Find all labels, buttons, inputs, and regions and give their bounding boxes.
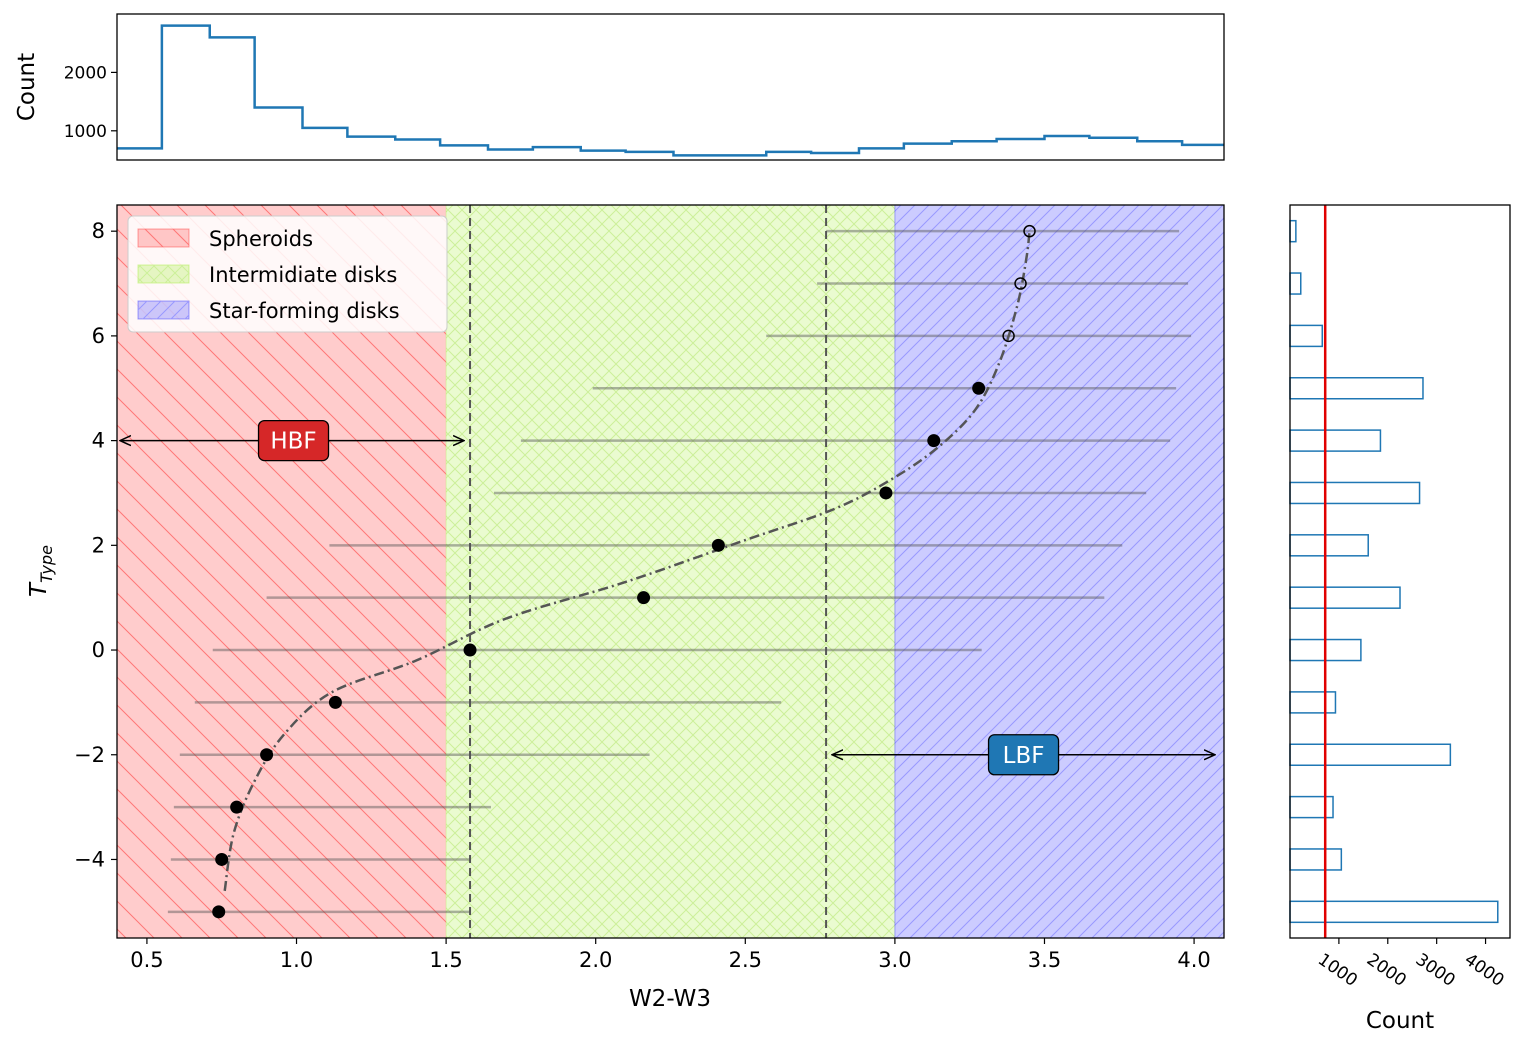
top-histogram-ylabel: Count	[14, 53, 40, 121]
main-xlabel: W2-W3	[629, 986, 711, 1012]
right-histogram-bar	[1289, 377, 1424, 400]
data-point	[927, 434, 941, 448]
main-xtick-label: 4.0	[1177, 948, 1210, 972]
main-plot-frame	[116, 204, 1225, 939]
top-ytick-label: 2000	[64, 63, 107, 83]
main-ytick-label: 0	[92, 638, 105, 662]
right-histogram: 1000 2000 3000 4000 Count	[1289, 204, 1511, 1034]
data-point-open	[1014, 277, 1027, 290]
main-ytick-label: 4	[92, 429, 105, 453]
main-scatter-plot: HBF LBF 0.5 1.0 1.5 2.0 2.5 3.0 3.5 4.0 −4 −2 0 2 4 6…	[26, 204, 1225, 1012]
data-point	[215, 852, 229, 866]
right-xtick-label: 3000	[1412, 950, 1459, 991]
right-histogram-bar	[1289, 481, 1421, 505]
right-histogram-bar	[1289, 324, 1324, 348]
data-point-open	[1002, 329, 1015, 343]
trend-curve	[223, 231, 1031, 892]
right-xtick-label: 2000	[1363, 950, 1410, 991]
right-histogram-bar	[1289, 272, 1302, 295]
right-histogram-bar	[1289, 219, 1297, 243]
data-point	[260, 748, 274, 762]
right-histogram-bar	[1289, 429, 1382, 452]
main-xtick-label: 3.0	[878, 948, 911, 972]
main-xtick-label: 0.5	[130, 948, 163, 972]
main-ytick-label: −4	[74, 847, 105, 871]
data-point	[212, 905, 226, 919]
legend-frame	[127, 215, 448, 333]
right-histogram-bar	[1289, 795, 1334, 819]
arrow-label-box	[987, 734, 1060, 776]
data-point	[230, 800, 244, 814]
right-histogram-bar	[1289, 848, 1343, 871]
main-xtick-label: 2.5	[729, 948, 762, 972]
arrow-label: LBF	[1003, 743, 1045, 769]
data-point	[328, 695, 342, 709]
main-ytick-label: 6	[92, 324, 105, 348]
right-histogram-bar	[1289, 586, 1401, 609]
right-histogram-bar	[1289, 691, 1337, 714]
top-ytick-label: 1000	[64, 122, 107, 142]
main-xtick-label: 3.5	[1028, 948, 1061, 972]
right-xtick-label: 1000	[1314, 950, 1361, 991]
top-histogram: 1000 2000 Count	[14, 13, 1225, 161]
right-histogram-xlabel: Count	[1366, 1008, 1434, 1034]
right-histogram-bar	[1289, 743, 1452, 766]
legend-label-spheroids: Spheroids	[209, 227, 313, 251]
top-histogram-frame	[116, 13, 1225, 161]
main-ylabel: TType	[26, 545, 56, 597]
legend-label-starforming: Star-forming disks	[209, 299, 400, 323]
data-point-open	[1023, 224, 1036, 238]
main-xtick-label: 2.0	[579, 948, 612, 972]
right-histogram-bar	[1289, 900, 1499, 924]
arrow-label: HBF	[270, 429, 316, 455]
legend-label-intermediate: Intermidiate disks	[209, 263, 397, 287]
legend: Spheroids Intermidiate disks Star-formin…	[127, 215, 448, 333]
arrow-label-box	[257, 419, 330, 462]
data-point	[637, 591, 651, 605]
data-point	[463, 643, 477, 657]
main-ytick-label: −2	[74, 743, 105, 767]
right-histogram-bar	[1289, 534, 1369, 557]
data-point	[711, 538, 725, 552]
main-xtick-label: 1.0	[280, 948, 313, 972]
main-ytick-label: 2	[92, 533, 105, 557]
right-histogram-frame	[1289, 204, 1511, 939]
region-hatch-2	[446, 205, 895, 938]
top-histogram-step	[117, 24, 1224, 157]
data-point	[972, 381, 986, 395]
main-xtick-label: 1.5	[429, 948, 462, 972]
region-hatch-3	[894, 205, 1224, 938]
main-ytick-label: 8	[92, 219, 105, 243]
data-point	[879, 486, 893, 500]
right-xtick-label: 4000	[1461, 950, 1508, 991]
